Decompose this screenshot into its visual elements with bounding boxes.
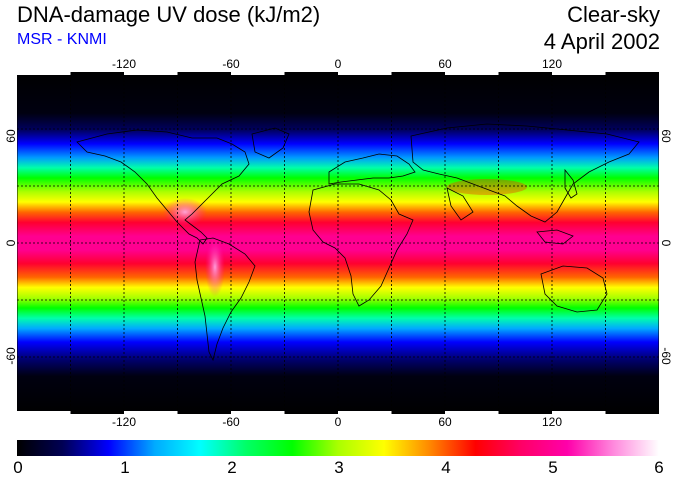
asia-coast — [410, 123, 640, 223]
colorbar-label-3: 3 — [334, 458, 344, 477]
frame-bottom-segments — [17, 411, 606, 414]
graticule — [17, 72, 659, 414]
north-america-coast — [76, 129, 250, 245]
frame-top-segments — [17, 72, 606, 75]
lon-label-top-2: -60 — [222, 57, 240, 71]
colorbar-label-2: 2 — [227, 458, 237, 477]
frame-top-seg-4 — [338, 72, 392, 75]
frame-bot-seg-4 — [338, 411, 392, 414]
coastlines — [76, 123, 640, 362]
uv-dose-map — [16, 71, 660, 415]
greenland-coast — [251, 127, 290, 159]
indonesia-coast — [536, 229, 574, 245]
lon-label-top-3: 0 — [334, 57, 342, 71]
map-source: MSR - KNMI — [17, 31, 107, 48]
sky-condition: Clear-sky — [567, 2, 660, 27]
uv-hotspot-pacific — [163, 198, 207, 226]
frame-bot-seg-1 — [17, 411, 71, 414]
uv-hotspot-andes — [205, 237, 225, 297]
lon-label-bottom-5: 120 — [541, 415, 563, 429]
lat-label-right-2: 0 — [659, 239, 673, 247]
frame-bot-seg-5 — [445, 411, 499, 414]
lon-label-bottom-4: 60 — [438, 415, 452, 429]
lat-label-left-1: 60 — [4, 129, 18, 143]
lon-label-bottom-3: 0 — [334, 415, 342, 429]
colorbar-label-1: 1 — [120, 458, 130, 477]
uv-high-tibet — [447, 179, 527, 195]
lat-label-right-1: 60 — [659, 129, 673, 143]
frame-top-seg-5 — [445, 72, 499, 75]
lon-label-bottom-1: -120 — [111, 415, 137, 429]
frame-top-seg-1 — [17, 72, 71, 75]
lat-label-left-3: -60 — [4, 347, 18, 365]
colorbar-label-6: 6 — [654, 458, 664, 477]
frame-top-seg-2 — [124, 72, 178, 75]
lat-label-right-3: -60 — [659, 347, 673, 365]
lat-label-left-2: 0 — [4, 239, 18, 247]
japan-coast — [564, 168, 578, 199]
lon-label-top-1: -120 — [111, 57, 137, 71]
lon-label-top-5: 120 — [541, 57, 563, 71]
lon-label-bottom-2: -60 — [222, 415, 240, 429]
map-title: DNA-damage UV dose (kJ/m2) — [17, 2, 321, 27]
map-date: 4 April 2002 — [543, 29, 660, 54]
europe-coast — [328, 153, 416, 185]
colorbar-label-0: 0 — [13, 458, 23, 477]
australia-coast — [540, 265, 608, 313]
colorbar — [17, 440, 659, 456]
colorbar-label-4: 4 — [441, 458, 451, 477]
africa-coast — [308, 183, 414, 307]
frame-bot-seg-3 — [231, 411, 285, 414]
frame-bot-seg-2 — [124, 411, 178, 414]
south-america-coast — [194, 237, 256, 362]
frame-top-seg-3 — [231, 72, 285, 75]
frame-bot-seg-6 — [552, 411, 606, 414]
lon-label-top-4: 60 — [438, 57, 452, 71]
map-svg — [16, 71, 660, 415]
india-coast — [446, 187, 474, 221]
colorbar-label-5: 5 — [548, 458, 558, 477]
frame-top-seg-6 — [552, 72, 606, 75]
